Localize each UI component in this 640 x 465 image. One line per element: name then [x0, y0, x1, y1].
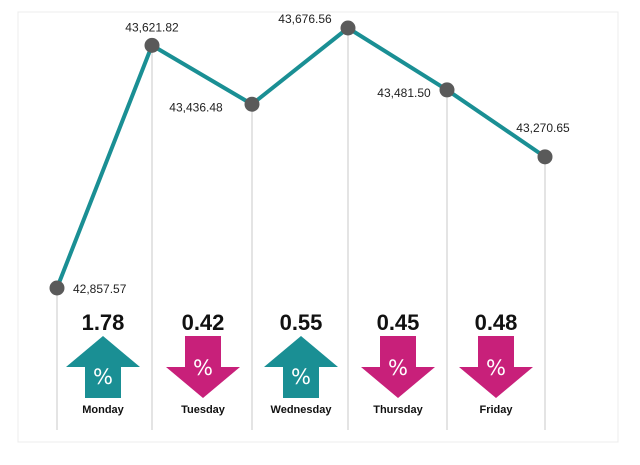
day-label: Wednesday — [271, 404, 333, 416]
percent-symbol: % — [388, 356, 408, 380]
change-value: 0.48 — [475, 310, 518, 335]
percent-symbol: % — [291, 365, 311, 389]
point-value-label: 43,270.65 — [516, 121, 570, 135]
point-marker — [49, 280, 65, 296]
percent-symbol: % — [486, 356, 506, 380]
arrow-up-icon — [66, 336, 140, 398]
point-marker — [537, 149, 553, 165]
arrow-down-icon — [459, 336, 533, 398]
point-markers — [49, 20, 553, 296]
series-line — [55, 26, 547, 290]
change-value: 0.55 — [280, 310, 323, 335]
point-marker — [244, 96, 260, 112]
point-value-label: 43,676.56 — [278, 12, 332, 26]
day-label: Monday — [82, 404, 124, 416]
point-marker — [340, 20, 356, 36]
point-labels: 42,857.57 43,621.82 43,436.48 43,676.56 43,4… — [73, 12, 570, 296]
day-label: Thursday — [373, 404, 423, 416]
point-value-label: 43,436.48 — [169, 100, 223, 114]
arrow-up-icon — [264, 336, 338, 398]
arrow-down-icon — [361, 336, 435, 398]
point-value-label: 42,857.57 — [73, 282, 127, 296]
arrow-down-icon — [166, 336, 240, 398]
point-marker — [144, 37, 160, 53]
daily-changes: 1.78% Monday 0.42% Tuesday 0.55% Wednesday 0.4… — [66, 310, 533, 416]
day-label: Tuesday — [181, 404, 226, 416]
point-value-label: 43,481.50 — [377, 86, 431, 100]
change-value: 0.42 — [182, 310, 225, 335]
change-value: 0.45 — [377, 310, 420, 335]
series-polyline — [55, 26, 547, 290]
point-value-label: 43,621.82 — [125, 21, 179, 35]
percent-symbol: % — [93, 365, 113, 389]
day-label: Friday — [479, 404, 513, 416]
change-value: 1.78 — [82, 310, 125, 335]
percent-symbol: % — [193, 356, 213, 380]
point-marker — [439, 82, 455, 98]
day-guides — [56, 28, 546, 430]
